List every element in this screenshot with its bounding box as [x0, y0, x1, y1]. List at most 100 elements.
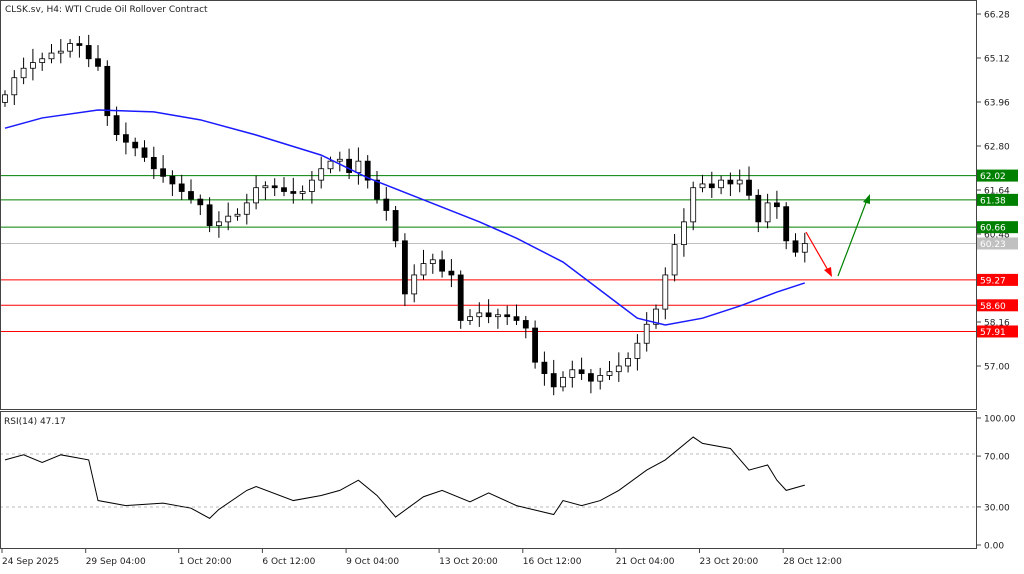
time-axis: 24 Sep 2025 29 Sep 04:00 1 Oct 20:00 6 Oct …	[1, 549, 842, 567]
candle-body	[383, 198, 390, 211]
candle	[243, 193, 250, 225]
candle	[550, 359, 557, 396]
rsi-tick-label: 30.00	[984, 503, 1010, 513]
candle-body	[578, 369, 585, 374]
candle-body	[448, 270, 455, 276]
rsi-tick-label: 70.00	[984, 453, 1010, 463]
candle-body	[2, 94, 8, 103]
candle	[364, 155, 371, 189]
candle	[625, 352, 631, 373]
candle	[253, 175, 260, 210]
candle	[197, 194, 204, 216]
candle	[308, 171, 315, 204]
candle	[560, 371, 566, 392]
red-down-arrow	[805, 231, 830, 273]
candle-body	[197, 198, 204, 206]
rsi-title: RSI(14) 47.17	[4, 417, 66, 427]
candle-body	[467, 316, 473, 321]
candle-body	[671, 244, 678, 276]
candle-body	[764, 202, 771, 223]
candle-body	[625, 358, 631, 367]
candle	[578, 357, 585, 381]
candle	[48, 43, 55, 64]
candle-body	[253, 187, 260, 204]
candle-body	[792, 240, 799, 253]
time-tick-label: 6 Oct 12:00	[262, 557, 315, 567]
price-tick-label: 66.28	[984, 11, 1010, 21]
candle	[67, 39, 73, 58]
candle-body	[550, 373, 557, 388]
candle	[597, 367, 604, 390]
candle	[355, 147, 362, 185]
candle-body	[57, 50, 64, 54]
candle-body	[271, 185, 278, 189]
candle-body	[588, 373, 594, 382]
candle	[671, 233, 678, 282]
candle	[281, 177, 287, 197]
candle-body	[420, 263, 427, 276]
candle	[132, 137, 139, 157]
candle-body	[401, 240, 408, 295]
candle-body	[662, 274, 669, 310]
level-lines	[0, 175, 976, 332]
candle	[76, 35, 83, 58]
candle	[541, 351, 548, 386]
moving-average-line	[4, 109, 806, 326]
candle-body	[308, 179, 315, 192]
candle	[234, 208, 241, 221]
candle	[690, 181, 697, 231]
candle	[225, 202, 232, 231]
level-label: 60.23	[980, 240, 1006, 250]
candle-body	[123, 134, 129, 143]
rsi-panel-border	[0, 411, 977, 549]
candle	[20, 57, 27, 85]
candle-body	[178, 183, 185, 192]
candle-body	[727, 179, 734, 185]
candle-body	[11, 77, 18, 96]
candle-body	[104, 65, 111, 117]
forecast-arrows	[805, 194, 870, 277]
candle	[588, 369, 594, 394]
candle-body	[429, 259, 436, 264]
candle-body	[718, 179, 724, 189]
candle	[504, 305, 511, 326]
candle	[699, 174, 706, 193]
candle	[39, 52, 46, 71]
level-label: 61.38	[980, 196, 1006, 206]
candle	[141, 140, 148, 162]
candle	[485, 299, 492, 324]
candle-body	[532, 327, 538, 363]
candle-body	[643, 323, 650, 344]
candle	[29, 48, 36, 81]
candle	[606, 361, 613, 381]
rsi-tick-label: 0.00	[984, 542, 1004, 552]
candle-body	[606, 371, 613, 376]
candle-body	[746, 179, 752, 196]
candle-body	[76, 43, 83, 46]
rsi-axis: 100.00 70.00 30.00 0.00	[976, 415, 1016, 552]
candle	[401, 233, 408, 307]
candle-body	[439, 259, 446, 272]
level-label: 57.91	[980, 328, 1006, 338]
chart-title: CLSK.sv, H4: WTI Crude Oil Rollover Cont…	[5, 5, 208, 15]
candle-body	[690, 187, 697, 223]
candle	[569, 360, 576, 388]
candle	[448, 259, 455, 288]
candle-body	[141, 147, 148, 158]
candle	[336, 151, 343, 172]
candle	[801, 232, 808, 263]
candle	[2, 90, 8, 107]
time-tick-label: 24 Sep 2025	[2, 557, 59, 567]
candle-body	[48, 52, 55, 60]
candle-body	[39, 58, 46, 63]
candle	[653, 304, 659, 329]
candle	[476, 302, 483, 327]
candle-body	[504, 314, 511, 318]
candle	[215, 211, 222, 238]
candle	[439, 250, 446, 278]
candle-body	[290, 191, 297, 194]
candle	[150, 146, 157, 179]
candle	[718, 175, 724, 195]
candle-body	[411, 274, 418, 295]
